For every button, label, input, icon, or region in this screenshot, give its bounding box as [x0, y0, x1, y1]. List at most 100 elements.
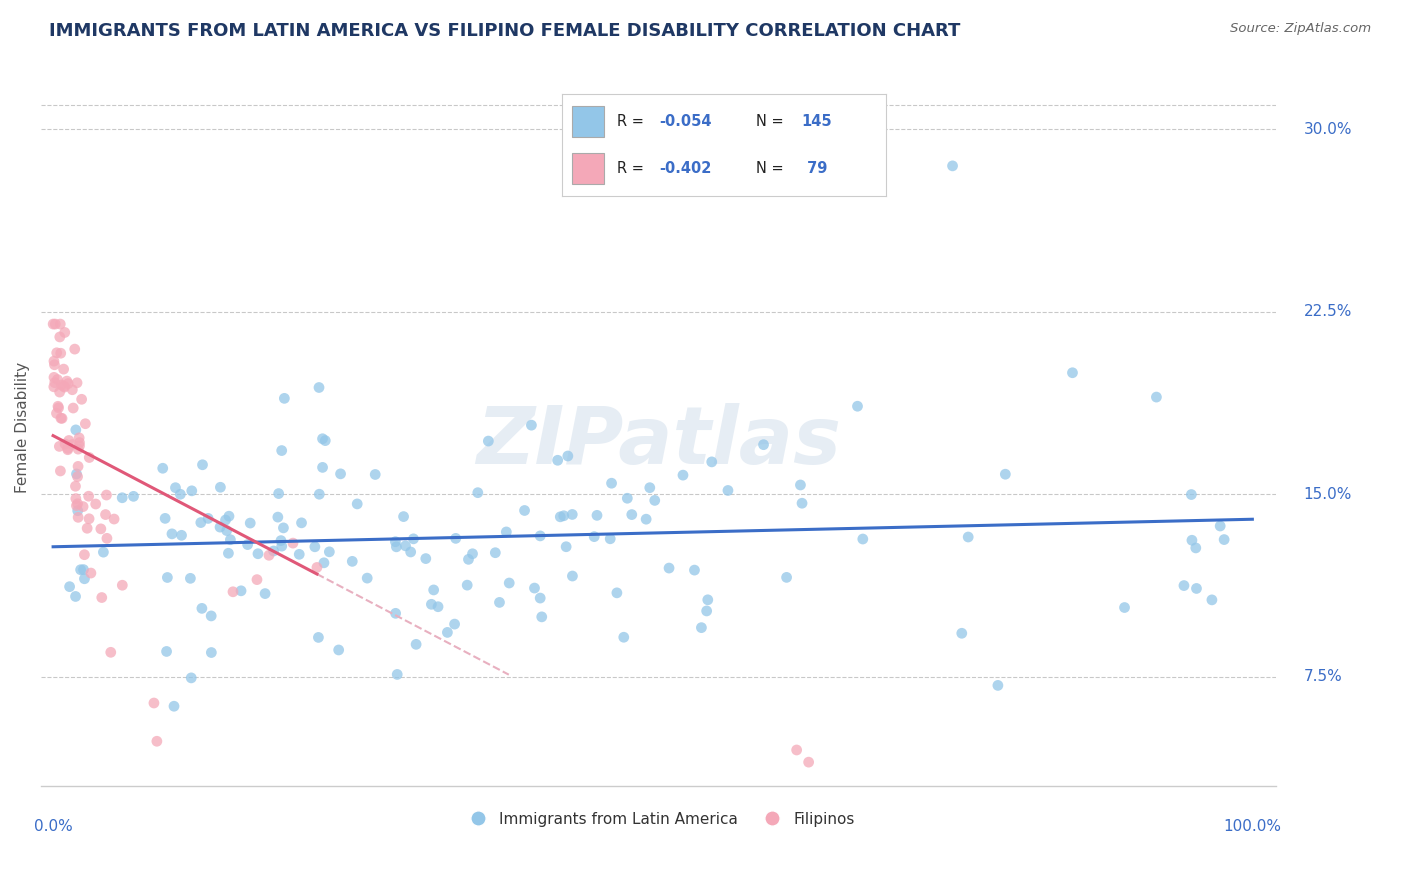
Point: [239, 516, 262, 530]
Point: [263, 544, 285, 558]
Point: [1184, 541, 1206, 555]
Point: [346, 497, 368, 511]
Point: [170, 528, 193, 542]
Point: [600, 476, 623, 491]
Point: [90, 591, 112, 605]
Point: [1173, 578, 1195, 592]
Text: ZIPatlas: ZIPatlas: [477, 403, 841, 481]
Point: [270, 443, 292, 458]
Point: [200, 609, 222, 624]
Point: [191, 458, 214, 472]
Y-axis label: Female Disability: Female Disability: [15, 362, 30, 493]
Point: [436, 625, 458, 640]
Point: [561, 508, 583, 522]
Point: [1181, 533, 1204, 548]
Point: [254, 586, 277, 600]
Point: [44, 358, 66, 372]
Point: [557, 449, 579, 463]
Point: [1213, 533, 1236, 547]
Point: [49, 346, 72, 360]
Text: IMMIGRANTS FROM LATIN AMERICA VS FILIPINO FEMALE DISABILITY CORRELATION CHART: IMMIGRANTS FROM LATIN AMERICA VS FILIPIN…: [49, 22, 960, 40]
Point: [49, 411, 72, 425]
Point: [328, 643, 350, 657]
Point: [364, 467, 387, 482]
Point: [209, 480, 232, 494]
Point: [852, 532, 875, 546]
Point: [73, 548, 96, 562]
Point: [49, 317, 72, 331]
Point: [311, 432, 333, 446]
Point: [51, 411, 73, 425]
Point: [100, 645, 122, 659]
Text: 79: 79: [801, 161, 827, 176]
Text: 0.0%: 0.0%: [34, 819, 73, 834]
Point: [384, 607, 406, 621]
Point: [197, 511, 219, 525]
Point: [58, 434, 80, 448]
Point: [495, 524, 517, 539]
Point: [443, 617, 465, 632]
Point: [96, 532, 118, 546]
Point: [456, 578, 478, 592]
Point: [308, 380, 330, 394]
Point: [52, 379, 75, 393]
Point: [90, 522, 112, 536]
Point: [49, 330, 72, 344]
Point: [356, 571, 378, 585]
Point: [59, 580, 82, 594]
Point: [65, 467, 87, 481]
Point: [752, 438, 775, 452]
Point: [690, 621, 713, 635]
Text: 100.0%: 100.0%: [1223, 819, 1281, 834]
Point: [42, 354, 65, 368]
Point: [246, 547, 269, 561]
Point: [606, 586, 628, 600]
Point: [586, 508, 609, 523]
Point: [72, 500, 94, 514]
Point: [236, 538, 259, 552]
Point: [169, 487, 191, 501]
Point: [56, 442, 79, 457]
Point: [94, 508, 117, 522]
Text: Source: ZipAtlas.com: Source: ZipAtlas.com: [1230, 22, 1371, 36]
Point: [180, 483, 202, 498]
Point: [67, 510, 90, 524]
Point: [70, 392, 93, 407]
Point: [392, 509, 415, 524]
Point: [1144, 390, 1167, 404]
Text: -0.054: -0.054: [659, 114, 711, 128]
Point: [415, 551, 437, 566]
Point: [218, 509, 240, 524]
Point: [111, 491, 134, 505]
Point: [312, 556, 335, 570]
Point: [111, 578, 134, 592]
Point: [200, 646, 222, 660]
Text: 7.5%: 7.5%: [1303, 670, 1343, 684]
Point: [48, 401, 70, 415]
Point: [329, 467, 352, 481]
Point: [65, 479, 87, 493]
Point: [696, 592, 718, 607]
Point: [179, 571, 201, 585]
Point: [67, 459, 90, 474]
Point: [547, 453, 569, 467]
Bar: [572, 106, 605, 136]
Point: [305, 560, 328, 574]
Point: [658, 561, 681, 575]
Point: [76, 521, 98, 535]
Point: [190, 516, 212, 530]
Point: [1185, 582, 1208, 596]
Point: [387, 667, 409, 681]
Point: [548, 509, 571, 524]
Point: [270, 539, 292, 553]
Point: [620, 508, 643, 522]
Point: [467, 485, 489, 500]
Point: [257, 549, 280, 563]
Point: [786, 743, 808, 757]
Point: [163, 699, 186, 714]
Point: [267, 486, 290, 500]
Point: [1180, 487, 1202, 501]
Point: [44, 376, 66, 390]
Point: [987, 678, 1010, 692]
Point: [160, 526, 183, 541]
